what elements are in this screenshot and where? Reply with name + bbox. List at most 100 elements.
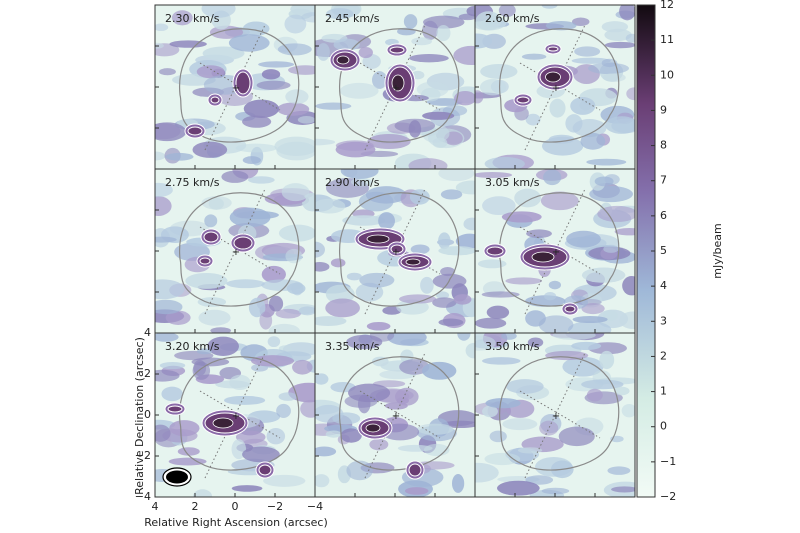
minor-axis	[519, 390, 601, 439]
emission	[187, 126, 203, 136]
noise	[259, 311, 273, 330]
noise	[366, 321, 391, 331]
minor-axis	[199, 62, 281, 111]
noise	[248, 297, 266, 318]
noise	[567, 321, 612, 333]
colorbar-tick-label: 0	[660, 420, 667, 433]
noise	[549, 98, 566, 118]
noise	[572, 119, 607, 138]
emission	[531, 251, 555, 263]
channel-map: +	[315, 169, 475, 333]
noise	[475, 33, 493, 49]
noise	[603, 244, 619, 253]
noise	[571, 341, 602, 351]
noise	[614, 227, 635, 236]
noise	[574, 46, 601, 57]
minor-axis	[199, 390, 281, 439]
noise	[541, 136, 584, 156]
noise	[571, 17, 590, 27]
noise	[315, 262, 330, 272]
noise	[340, 428, 362, 443]
noise	[613, 386, 630, 396]
noise	[177, 447, 200, 456]
noise	[440, 189, 463, 200]
noise	[432, 297, 457, 308]
noise	[342, 215, 386, 226]
noise	[158, 68, 176, 76]
colorbar-tick-label: 2	[660, 349, 667, 362]
noise	[505, 277, 543, 285]
noise	[409, 54, 449, 63]
noise	[155, 424, 171, 442]
noise	[250, 355, 295, 367]
noise	[597, 205, 635, 222]
noise	[201, 196, 232, 210]
noise	[420, 276, 434, 294]
noise	[193, 489, 213, 497]
noise	[297, 115, 315, 124]
noise	[552, 333, 596, 340]
noise	[256, 80, 291, 90]
major-axis	[364, 352, 426, 479]
minor-axis	[199, 226, 281, 275]
noise	[604, 41, 635, 49]
noise	[155, 279, 185, 300]
noise	[541, 487, 570, 495]
noise	[452, 474, 465, 493]
noise	[165, 152, 194, 161]
noise	[572, 316, 608, 324]
noise	[607, 466, 631, 475]
noise	[416, 81, 449, 98]
noise	[267, 336, 281, 348]
noise	[275, 308, 302, 319]
noise	[482, 405, 498, 418]
noise	[168, 457, 207, 466]
disk-contour	[339, 192, 460, 307]
noise	[315, 241, 325, 258]
emission	[391, 74, 405, 92]
noise	[558, 426, 595, 447]
noise	[498, 5, 516, 17]
noise	[599, 350, 615, 370]
channel-label: 2.90 km/s	[325, 176, 380, 189]
noise	[378, 212, 395, 230]
noise	[422, 111, 455, 120]
noise	[480, 63, 518, 79]
star-marker: +	[232, 411, 240, 422]
noise	[369, 438, 389, 451]
noise	[344, 394, 378, 408]
noise	[521, 53, 547, 60]
noise	[411, 37, 432, 46]
noise	[475, 317, 507, 329]
y-tick-label: 4	[144, 326, 151, 339]
noise	[622, 275, 635, 296]
noise	[454, 91, 475, 106]
star-marker: +	[552, 83, 560, 94]
channel-map: +	[475, 169, 635, 333]
star-marker: +	[552, 247, 560, 258]
noise	[602, 73, 626, 82]
star-marker: +	[392, 411, 400, 422]
noise	[475, 462, 499, 483]
emission	[408, 463, 422, 477]
noise	[229, 207, 271, 228]
noise	[484, 452, 521, 466]
noise	[570, 97, 596, 115]
noise	[202, 46, 245, 61]
noise	[505, 379, 544, 394]
noise	[408, 120, 422, 138]
noise	[463, 217, 475, 231]
noise	[481, 291, 520, 298]
noise	[298, 306, 315, 316]
noise	[242, 156, 261, 165]
noise	[261, 69, 281, 80]
x-tick-label: 0	[232, 500, 239, 513]
channel-label: 2.75 km/s	[165, 176, 220, 189]
noise	[526, 229, 552, 238]
emission	[564, 305, 576, 313]
noise	[165, 310, 191, 325]
channel-label: 2.45 km/s	[325, 12, 380, 25]
noise	[210, 327, 231, 333]
noise	[397, 444, 433, 452]
